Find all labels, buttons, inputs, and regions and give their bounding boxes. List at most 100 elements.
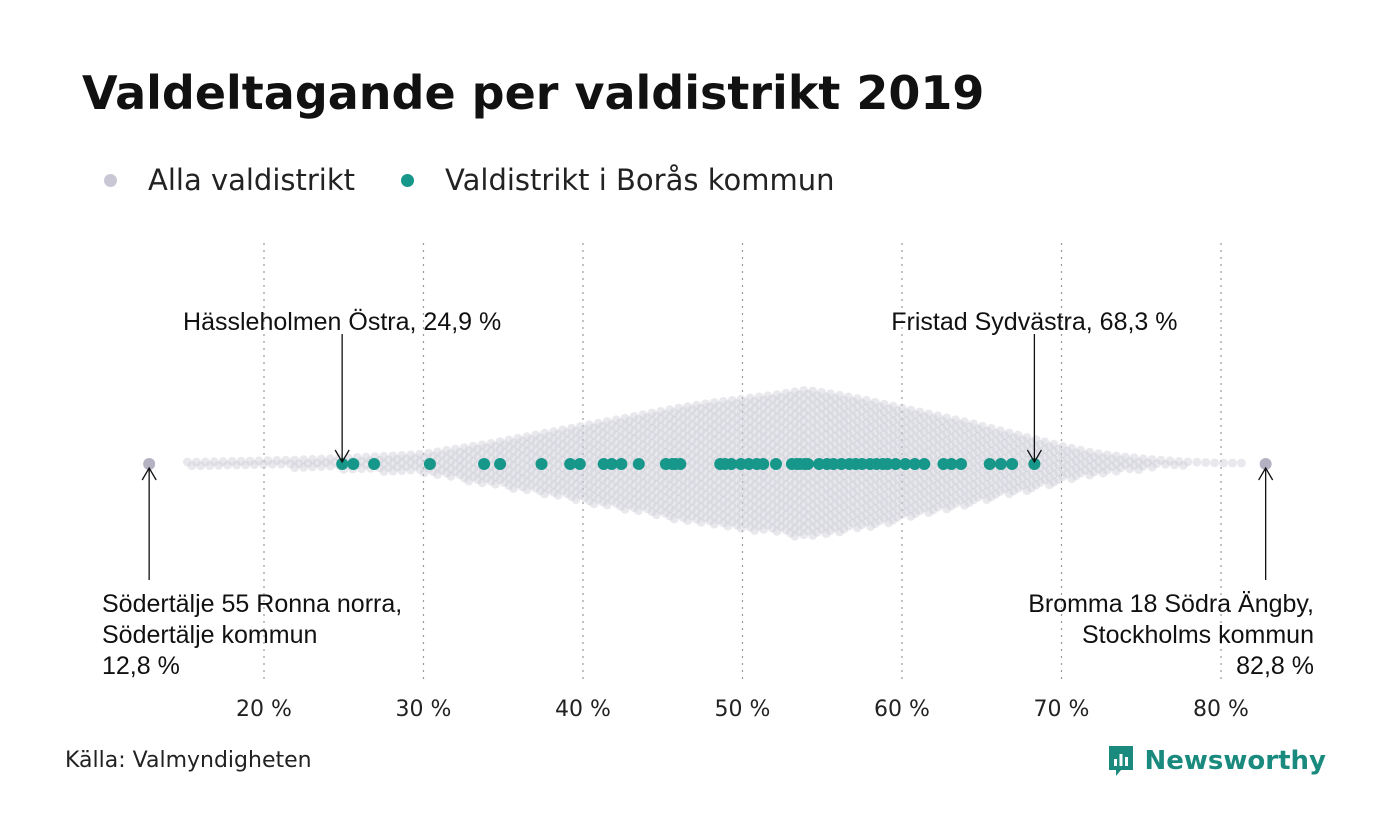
all-district-point	[638, 417, 648, 427]
all-district-point	[544, 477, 554, 487]
all-district-point	[951, 468, 960, 478]
all-district-point	[607, 435, 617, 444]
all-district-point	[401, 462, 411, 471]
all-district-point	[786, 467, 795, 477]
all-district-point	[781, 411, 791, 421]
all-district-point	[719, 397, 728, 406]
all-district-point	[589, 461, 599, 471]
all-district-point	[705, 425, 715, 435]
all-district-point	[696, 464, 706, 474]
all-district-point	[567, 484, 576, 494]
all-district-point	[960, 500, 969, 510]
all-district-point	[745, 401, 755, 410]
all-district-point	[710, 489, 719, 499]
all-district-point	[593, 487, 603, 496]
all-district-point	[513, 479, 523, 489]
all-district-point	[451, 452, 460, 461]
all-district-point	[754, 498, 764, 508]
all-district-point	[852, 424, 862, 434]
all-district-point	[978, 444, 987, 454]
all-district-point	[852, 394, 862, 403]
all-district-point	[955, 496, 965, 505]
all-district-point	[902, 438, 911, 448]
all-district-point	[857, 474, 867, 484]
all-district-point	[1040, 475, 1050, 485]
all-district-point	[209, 457, 219, 467]
all-district-point	[772, 435, 782, 445]
all-district-point	[741, 420, 751, 430]
all-district-point	[1027, 437, 1036, 447]
all-district-point	[808, 531, 818, 540]
all-district-point	[643, 474, 652, 483]
all-district-point	[732, 505, 742, 515]
all-district-point	[946, 479, 956, 488]
all-district-point	[875, 501, 885, 511]
all-district-point	[781, 502, 791, 512]
all-district-point	[705, 463, 715, 473]
all-district-point	[964, 490, 974, 500]
all-district-point	[745, 439, 755, 448]
all-district-point	[852, 523, 862, 533]
all-district-point	[669, 499, 679, 509]
all-district-point	[602, 485, 612, 495]
all-district-point	[821, 430, 831, 440]
all-district-point	[897, 441, 907, 451]
all-district-point	[535, 433, 545, 443]
all-district-point	[942, 474, 952, 483]
all-district-point	[696, 426, 706, 436]
all-district-point	[1062, 454, 1072, 464]
all-district-point	[777, 499, 786, 509]
all-district-point	[946, 441, 956, 450]
all-district-point	[754, 430, 764, 440]
all-district-point	[696, 449, 706, 459]
all-district-point	[884, 427, 893, 437]
all-district-point	[571, 434, 581, 444]
all-district-point	[1013, 430, 1023, 440]
all-district-point	[719, 412, 728, 421]
all-district-point	[1103, 458, 1112, 467]
all-district-point	[1156, 455, 1166, 465]
all-district-point	[571, 426, 581, 436]
all-district-point	[580, 432, 590, 442]
all-district-point	[902, 423, 911, 433]
all-district-point	[1071, 456, 1081, 465]
all-district-point	[786, 445, 795, 454]
all-district-point	[772, 413, 782, 422]
all-district-point	[986, 439, 996, 448]
all-district-point	[647, 461, 657, 471]
all-district-point	[754, 407, 764, 417]
all-district-point	[777, 476, 786, 486]
all-district-point	[701, 437, 710, 447]
all-district-point	[848, 496, 858, 505]
all-district-point	[830, 439, 840, 449]
all-district-point	[969, 419, 978, 429]
all-district-point	[928, 429, 938, 439]
brand: Newsworthy	[1107, 744, 1326, 778]
all-district-point	[790, 531, 800, 541]
all-district-point	[643, 481, 652, 491]
all-district-point	[745, 424, 755, 433]
all-district-point	[719, 495, 728, 505]
all-district-point	[964, 437, 974, 447]
all-district-point	[567, 439, 576, 448]
all-district-point	[696, 441, 706, 451]
all-district-point	[835, 504, 844, 514]
all-district-point	[835, 474, 844, 484]
all-district-point	[593, 471, 603, 481]
all-district-point	[723, 400, 733, 409]
all-district-point	[754, 483, 764, 493]
all-district-point	[861, 426, 871, 436]
all-district-point	[928, 452, 938, 462]
all-district-point	[781, 442, 791, 451]
all-district-point	[973, 477, 983, 487]
all-district-point	[857, 421, 867, 431]
all-district-point	[701, 467, 710, 477]
all-district-point	[790, 402, 800, 412]
all-district-point	[495, 444, 505, 454]
all-district-point	[1112, 459, 1121, 468]
all-district-point	[933, 426, 943, 436]
all-district-point	[442, 461, 451, 470]
all-district-point	[652, 426, 661, 436]
all-district-point	[803, 404, 813, 414]
all-district-point	[951, 445, 960, 455]
